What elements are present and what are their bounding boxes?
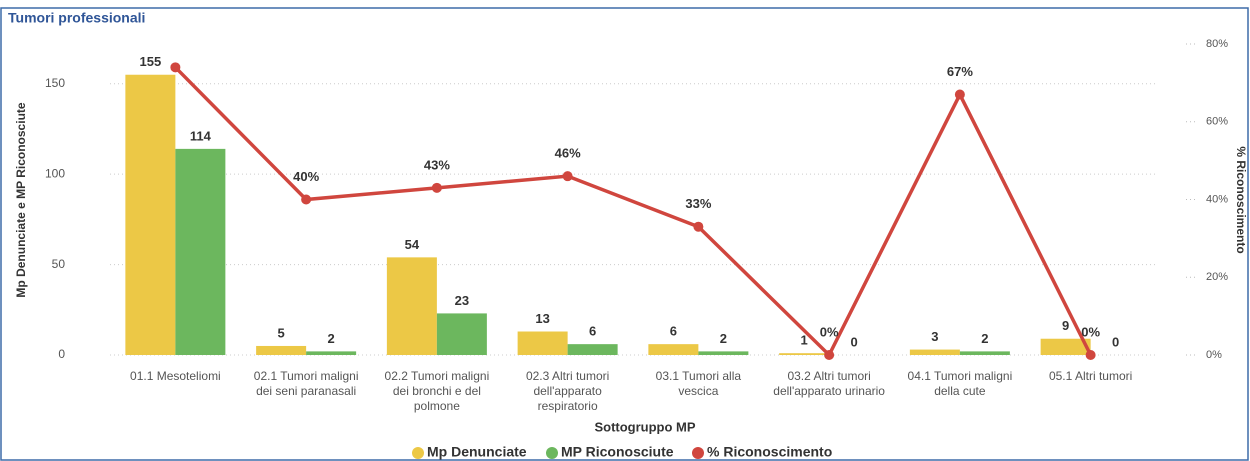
- bar-label: 114: [190, 128, 212, 143]
- line-label: 33%: [685, 196, 711, 211]
- bar-label: 6: [589, 324, 596, 339]
- y2-tick-label: 20%: [1206, 271, 1228, 283]
- y-tick-label: 100: [45, 166, 65, 180]
- bar: [909, 349, 960, 355]
- line-point: [301, 194, 312, 205]
- line-point: [824, 350, 835, 360]
- line-label: 0%: [1081, 324, 1100, 339]
- bar-label: 2: [981, 331, 988, 346]
- x-tick-label: 02.1 Tumori maligni dei seni paranasali: [254, 369, 359, 398]
- legend-marker: [692, 447, 704, 459]
- y2-tick-label: 60%: [1206, 116, 1228, 128]
- bar-label: 13: [535, 311, 549, 326]
- bar: [175, 148, 226, 355]
- x-tick-label: 02.3 Altri tumori dell'apparato respirator…: [526, 369, 609, 413]
- bar-label: 3: [931, 329, 938, 344]
- bar: [779, 353, 830, 355]
- x-axis-title: Sottogruppo MP: [594, 419, 695, 434]
- line: [174, 66, 1093, 358]
- legend-marker: [546, 447, 558, 459]
- y-axis-title: Mp Denunciate e MP Riconosciute: [14, 102, 28, 297]
- line-label: 46%: [555, 146, 581, 161]
- legend-marker: [412, 447, 424, 459]
- line-label: 43%: [424, 157, 450, 172]
- x-tick-label: 05.1 Altri tumori: [1049, 369, 1132, 383]
- y-tick-label: 0: [58, 347, 65, 361]
- y2-axis-title: % Riconoscimento: [1234, 146, 1248, 253]
- legend-label: MP Riconosciute: [561, 444, 674, 460]
- bar: [698, 351, 749, 355]
- bar-label: 1: [801, 333, 808, 348]
- bar: [1040, 338, 1091, 355]
- bar-label: 5: [278, 325, 285, 340]
- y2-tick-label: 40%: [1206, 193, 1228, 205]
- bar: [306, 351, 357, 355]
- legend-label: Mp Denunciate: [427, 444, 527, 460]
- bar: [959, 351, 1010, 355]
- x-tick-label: 03.2 Altri tumori dell'apparato urinario: [773, 369, 885, 398]
- line-point: [562, 171, 573, 182]
- bar-label: 0: [851, 334, 858, 349]
- chart-title: Tumori professionali: [8, 10, 145, 26]
- y-tick-label: 50: [52, 257, 66, 271]
- bar: [125, 74, 176, 355]
- x-tick-label: 03.1 Tumori alla vescica: [656, 369, 742, 398]
- bar-label: 54: [405, 237, 420, 252]
- y-tick-label: 150: [45, 76, 65, 90]
- bar: [648, 344, 699, 355]
- bar-label: 155: [140, 54, 162, 69]
- bar: [386, 257, 437, 355]
- frame: [0, 7, 1249, 461]
- bar: [567, 344, 618, 355]
- legend-label: % Riconoscimento: [707, 444, 832, 460]
- bar-label: 23: [455, 293, 469, 308]
- x-tick-label: 04.1 Tumori maligni della cute: [908, 369, 1013, 398]
- bar-label: 6: [670, 324, 677, 339]
- line-label: 0%: [820, 324, 839, 339]
- line-point: [693, 221, 704, 232]
- bar: [517, 331, 568, 355]
- bar: [256, 345, 307, 355]
- y2-tick-label: 80%: [1206, 38, 1228, 50]
- line-point: [954, 89, 965, 100]
- bar-label: 2: [328, 331, 335, 346]
- line-label: 67%: [947, 64, 973, 79]
- line-point: [1085, 350, 1096, 360]
- bar: [436, 313, 487, 355]
- line-point: [431, 182, 442, 193]
- y2-tick-label: 0%: [1206, 349, 1222, 361]
- bar-label: 9: [1062, 318, 1069, 333]
- bar-label: 2: [720, 331, 727, 346]
- line-point: [170, 62, 181, 73]
- bar-label: 0: [1112, 334, 1119, 349]
- line-label: 40%: [293, 169, 319, 184]
- x-tick-label: 01.1 Mesoteliomi: [130, 369, 221, 383]
- x-tick-label: 02.2 Tumori maligni dei bronchi e del polm…: [385, 369, 490, 413]
